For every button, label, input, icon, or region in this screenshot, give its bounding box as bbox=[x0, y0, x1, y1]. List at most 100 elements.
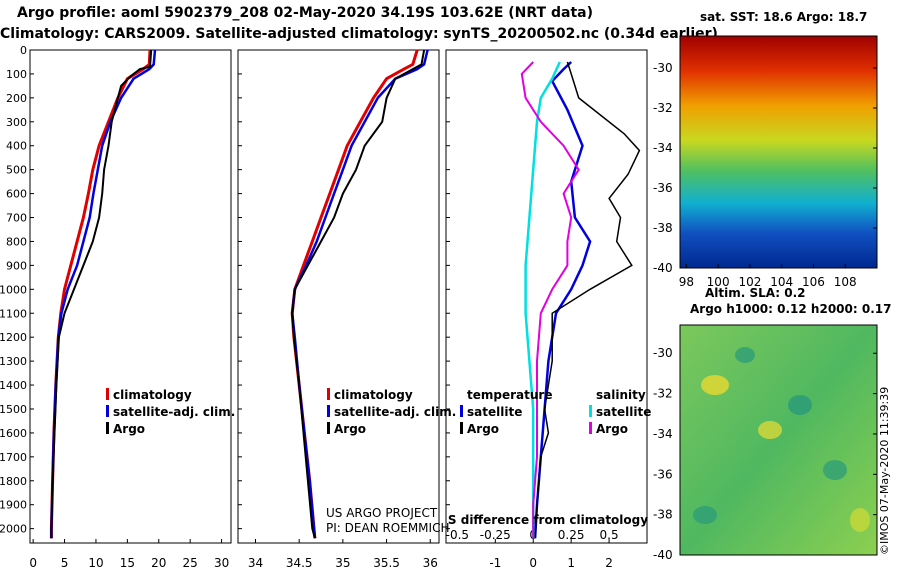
salinity-panel bbox=[237, 49, 440, 544]
map-y-tick-label: -34 bbox=[653, 427, 673, 441]
x-tick-label: 35.5 bbox=[373, 556, 400, 570]
map-y-tick-label: -30 bbox=[653, 61, 673, 75]
depth-tick-label: 700 bbox=[6, 212, 27, 225]
map-x-tick-label: 102 bbox=[738, 275, 761, 289]
sla-anomaly-low bbox=[788, 395, 812, 415]
x-tick-label: 1 bbox=[567, 556, 575, 570]
depth-tick-label: 300 bbox=[6, 116, 27, 129]
legend-label-climatology: climatology bbox=[113, 388, 192, 402]
depth-tick-label: 1800 bbox=[0, 475, 27, 488]
map-y-tick-label: -38 bbox=[653, 221, 673, 235]
timestamp-stamp: ©IMOS 07-May-2020 11:39:39 bbox=[878, 386, 891, 555]
difference-panel bbox=[445, 49, 648, 544]
x-tick-label: 25 bbox=[183, 556, 198, 570]
x-tick-label: 36 bbox=[423, 556, 438, 570]
depth-tick-label: 1100 bbox=[0, 307, 27, 320]
map-x-tick-label: 108 bbox=[834, 275, 857, 289]
diff-salinity-satellite-line bbox=[524, 61, 561, 539]
map-y-tick-label: -34 bbox=[653, 141, 673, 155]
depth-tick-label: 2000 bbox=[0, 523, 27, 536]
depth-tick-label: 500 bbox=[6, 164, 27, 177]
x-tick-label: 34.5 bbox=[286, 556, 313, 570]
salinity-argo-line bbox=[291, 49, 426, 539]
x-tick-label: 35 bbox=[335, 556, 350, 570]
map-x-tick-label: 98 bbox=[679, 275, 694, 289]
depth-tick-label: 1500 bbox=[0, 403, 27, 416]
map-x-tick-label: 106 bbox=[802, 275, 825, 289]
legend-label-temp-satellite: satellite bbox=[467, 405, 522, 419]
depth-tick-label: 400 bbox=[6, 140, 27, 153]
x-tick-label: 2 bbox=[605, 556, 613, 570]
depth-tick-label: 1300 bbox=[0, 355, 27, 368]
sst-map: -30 -32 -34 -36 -38 -40 98 100 102 104 106 108 bbox=[653, 35, 878, 289]
sla-anomaly-high bbox=[850, 508, 870, 532]
salinity-climatology-line bbox=[290, 49, 419, 539]
depth-tick-label: 200 bbox=[6, 92, 27, 105]
sst-heatmap bbox=[680, 36, 877, 268]
difference-legend: temperature salinity satellite Argo sate… bbox=[460, 388, 651, 436]
sla-anomaly-low bbox=[693, 506, 717, 524]
sla-anomaly-low bbox=[823, 460, 847, 480]
map-y-tick-label: -38 bbox=[653, 508, 673, 522]
depth-tick-label: 100 bbox=[6, 68, 27, 81]
x-tick-label: 15 bbox=[120, 556, 135, 570]
legend-swatch-climatology bbox=[327, 388, 330, 400]
credit-pi: PI: DEAN ROEMMICH bbox=[326, 521, 449, 535]
x-tick-label: 34 bbox=[248, 556, 263, 570]
top-x-tick-label: 0.25 bbox=[558, 528, 585, 542]
x-tick-label: 0 bbox=[29, 556, 37, 570]
legend-swatch-satellite bbox=[327, 405, 330, 417]
legend-swatch-sal-satellite bbox=[589, 405, 592, 417]
top-x-tick-label: -0.25 bbox=[480, 528, 511, 542]
sla-anomaly-high bbox=[701, 375, 729, 395]
legend-label-argo: Argo bbox=[334, 422, 366, 436]
map-y-tick-label: -36 bbox=[653, 467, 673, 481]
sla-frame bbox=[679, 324, 878, 556]
x-tick-label: 10 bbox=[88, 556, 103, 570]
legend-swatch-sal-argo bbox=[589, 422, 592, 434]
salinity-legend: climatology satellite-adj. clim. Argo bbox=[327, 388, 456, 436]
legend-swatch-temp-satellite bbox=[460, 405, 463, 417]
temperature-panel bbox=[29, 49, 232, 544]
legend-label-sal-satellite: satellite bbox=[596, 405, 651, 419]
map-y-tick-label: -32 bbox=[653, 101, 673, 115]
sst-frame bbox=[679, 35, 878, 269]
x-tick-label: -1 bbox=[489, 556, 501, 570]
legend-header-temperature: temperature bbox=[467, 388, 552, 402]
depth-tick-label: 1700 bbox=[0, 451, 27, 464]
map-y-tick-label: -40 bbox=[653, 261, 673, 275]
map-x-tick-label: 100 bbox=[707, 275, 730, 289]
climatology-title: Climatology: CARS2009. Satellite-adjuste… bbox=[0, 26, 718, 42]
depth-tick-label: 1000 bbox=[0, 283, 27, 296]
map-y-tick-label: -36 bbox=[653, 181, 673, 195]
profile-title: Argo profile: aoml 5902379_208 02-May-20… bbox=[17, 5, 593, 21]
depth-tick-label: 600 bbox=[6, 188, 27, 201]
sla-title: Altim. SLA: 0.2 bbox=[705, 286, 806, 300]
x-tick-label: 0 bbox=[529, 556, 537, 570]
legend-swatch-climatology bbox=[106, 388, 109, 400]
diff-temperature-argo-line bbox=[534, 61, 641, 539]
depth-tick-label: 800 bbox=[6, 235, 27, 248]
diff-temperature-satellite-line bbox=[533, 61, 592, 539]
temperature-argo-line bbox=[50, 49, 153, 539]
top-x-tick-label: -0.5 bbox=[446, 528, 469, 542]
depth-tick-label: 1200 bbox=[0, 331, 27, 344]
legend-label-argo: Argo bbox=[113, 422, 145, 436]
sla-subtitle: Argo h1000: 0.12 h2000: 0.17 bbox=[690, 302, 892, 316]
map-y-tick-label: -32 bbox=[653, 387, 673, 401]
x-tick-label: 20 bbox=[151, 556, 166, 570]
legend-label-satellite: satellite-adj. clim. bbox=[113, 405, 235, 419]
legend-swatch-argo bbox=[327, 422, 330, 434]
depth-tick-label: 1600 bbox=[0, 427, 27, 440]
sla-anomaly-low bbox=[735, 347, 755, 363]
legend-swatch-satellite bbox=[106, 405, 109, 417]
depth-tick-label: 0 bbox=[20, 44, 27, 57]
map-y-tick-label: -30 bbox=[653, 346, 673, 360]
x-tick-label: 30 bbox=[214, 556, 229, 570]
legend-label-climatology: climatology bbox=[334, 388, 413, 402]
difference-xlabel: S difference from climatology bbox=[448, 513, 648, 527]
map-y-tick-label: -40 bbox=[653, 548, 673, 562]
sst-title: sat. SST: 18.6 Argo: 18.7 bbox=[700, 10, 868, 24]
temperature-legend: climatology satellite-adj. clim. Argo bbox=[106, 388, 235, 436]
